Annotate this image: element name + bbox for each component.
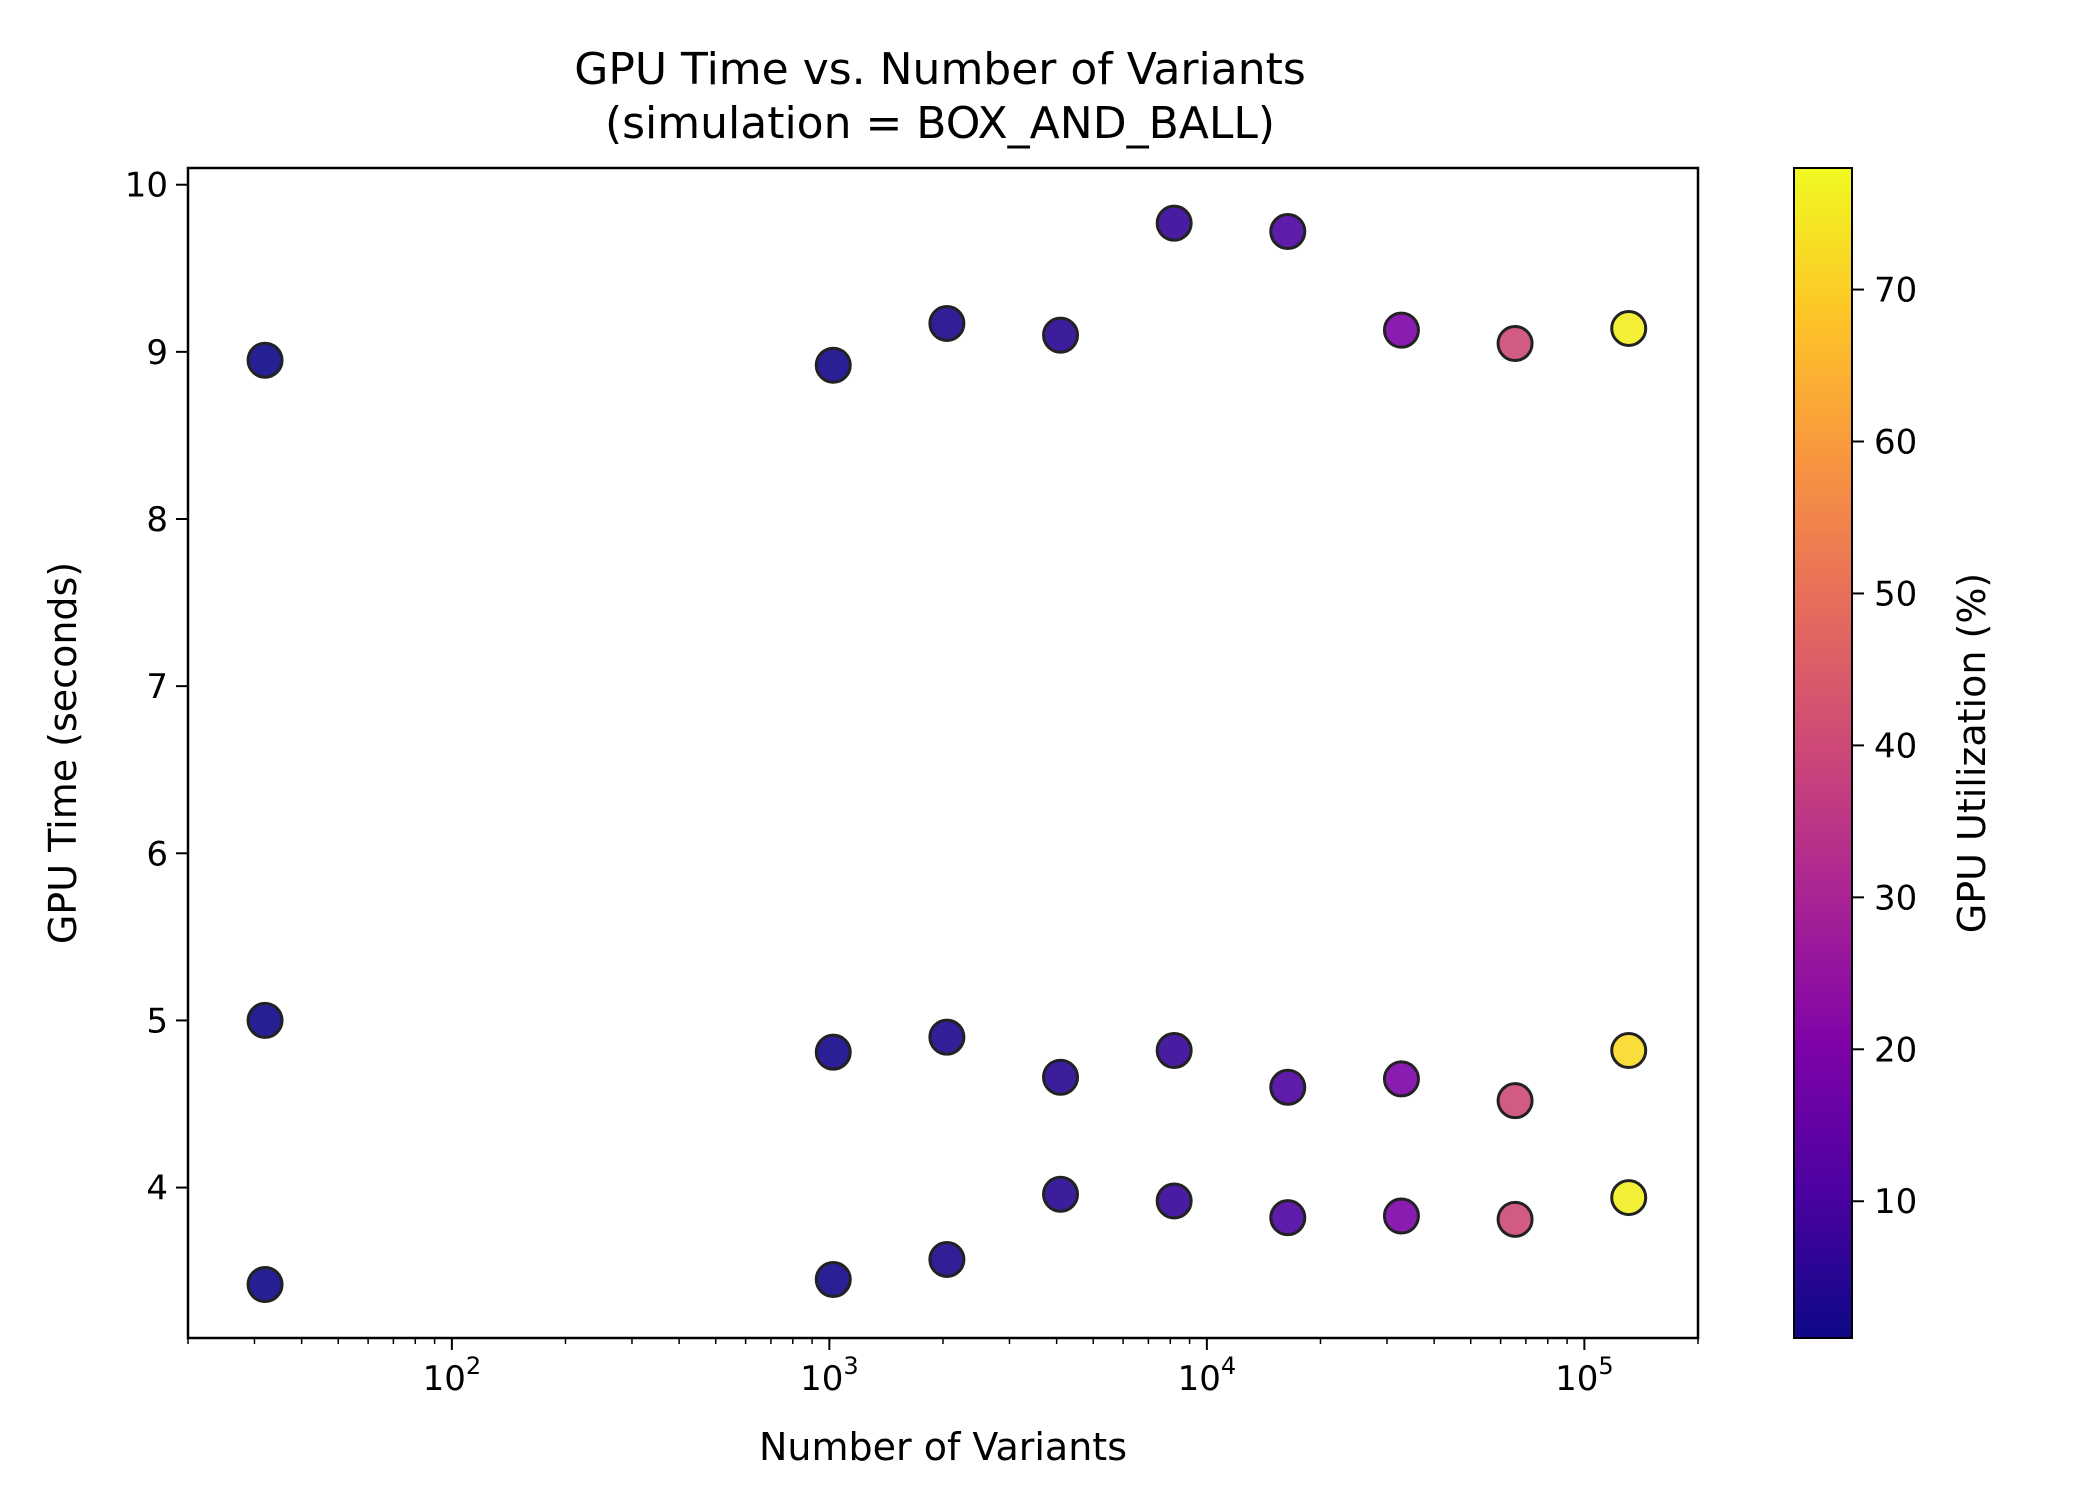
data-point	[814, 1261, 852, 1298]
y-tick-label: 9	[146, 333, 168, 373]
data-point	[1155, 204, 1193, 242]
data-point	[1042, 1058, 1080, 1096]
colorbar-tick-label: 40	[1874, 726, 1917, 766]
colorbar-label: GPU Utilization (%)	[1950, 573, 1994, 934]
data-point	[1382, 1197, 1420, 1235]
colorbar-tick-label: 60	[1874, 423, 1917, 463]
data-point	[1269, 213, 1307, 251]
colorbar-ticks: 10 20 30 40 50 60 70	[1852, 271, 1917, 1222]
data-point	[246, 1001, 284, 1039]
colorbar-tick-label: 20	[1874, 1030, 1917, 1070]
data-point	[1610, 1032, 1648, 1070]
data-point	[1269, 1199, 1307, 1237]
data-point	[1382, 311, 1420, 349]
x-tick-label: 102	[423, 1352, 482, 1399]
data-point	[928, 1240, 966, 1278]
colorbar-tick-label: 70	[1874, 271, 1917, 311]
colorbar-tick-label: 30	[1874, 878, 1917, 918]
data-point	[246, 341, 284, 379]
y-axis-ticks: 4 5 6 7 8 9 10	[125, 166, 188, 1209]
colorbar-tick-label: 10	[1874, 1182, 1917, 1222]
y-tick-label: 10	[125, 166, 168, 206]
data-point	[1155, 1032, 1193, 1070]
y-tick-label: 7	[146, 667, 168, 707]
y-tick-label: 5	[146, 1001, 168, 1041]
x-tick-label: 103	[800, 1352, 859, 1399]
x-tick-label: 104	[1178, 1352, 1237, 1399]
data-point	[1496, 325, 1534, 362]
data-point	[1042, 1175, 1080, 1213]
data-point	[1042, 316, 1080, 354]
data-point	[814, 346, 852, 384]
plot-frame	[186, 166, 1700, 1340]
colorbar-tick-label: 50	[1874, 574, 1917, 614]
data-point	[814, 1033, 852, 1071]
data-point	[1610, 1179, 1648, 1217]
data-point	[1269, 1068, 1307, 1106]
data-point	[1155, 1182, 1193, 1220]
data-points	[246, 204, 1648, 1304]
x-axis-ticks: 102 103 104 105	[187, 1338, 1699, 1399]
data-point	[246, 1266, 284, 1304]
x-axis-label: Number of Variants	[759, 1425, 1127, 1469]
y-tick-label: 6	[146, 834, 168, 874]
y-tick-label: 4	[146, 1169, 168, 1209]
data-point	[1496, 1082, 1534, 1120]
data-point	[928, 1018, 966, 1056]
data-point	[1610, 309, 1648, 347]
data-point	[1496, 1200, 1534, 1238]
chart-title-line-1: GPU Time vs. Number of Variants	[574, 44, 1306, 95]
x-tick-label: 105	[1555, 1352, 1614, 1399]
colorbar	[1793, 167, 1853, 1339]
y-tick-label: 8	[146, 500, 168, 540]
data-point	[928, 304, 966, 342]
data-point	[1382, 1060, 1420, 1098]
chart-title-line-2: (simulation = BOX_AND_BALL)	[605, 98, 1275, 149]
y-axis-label: GPU Time (seconds)	[41, 562, 85, 944]
